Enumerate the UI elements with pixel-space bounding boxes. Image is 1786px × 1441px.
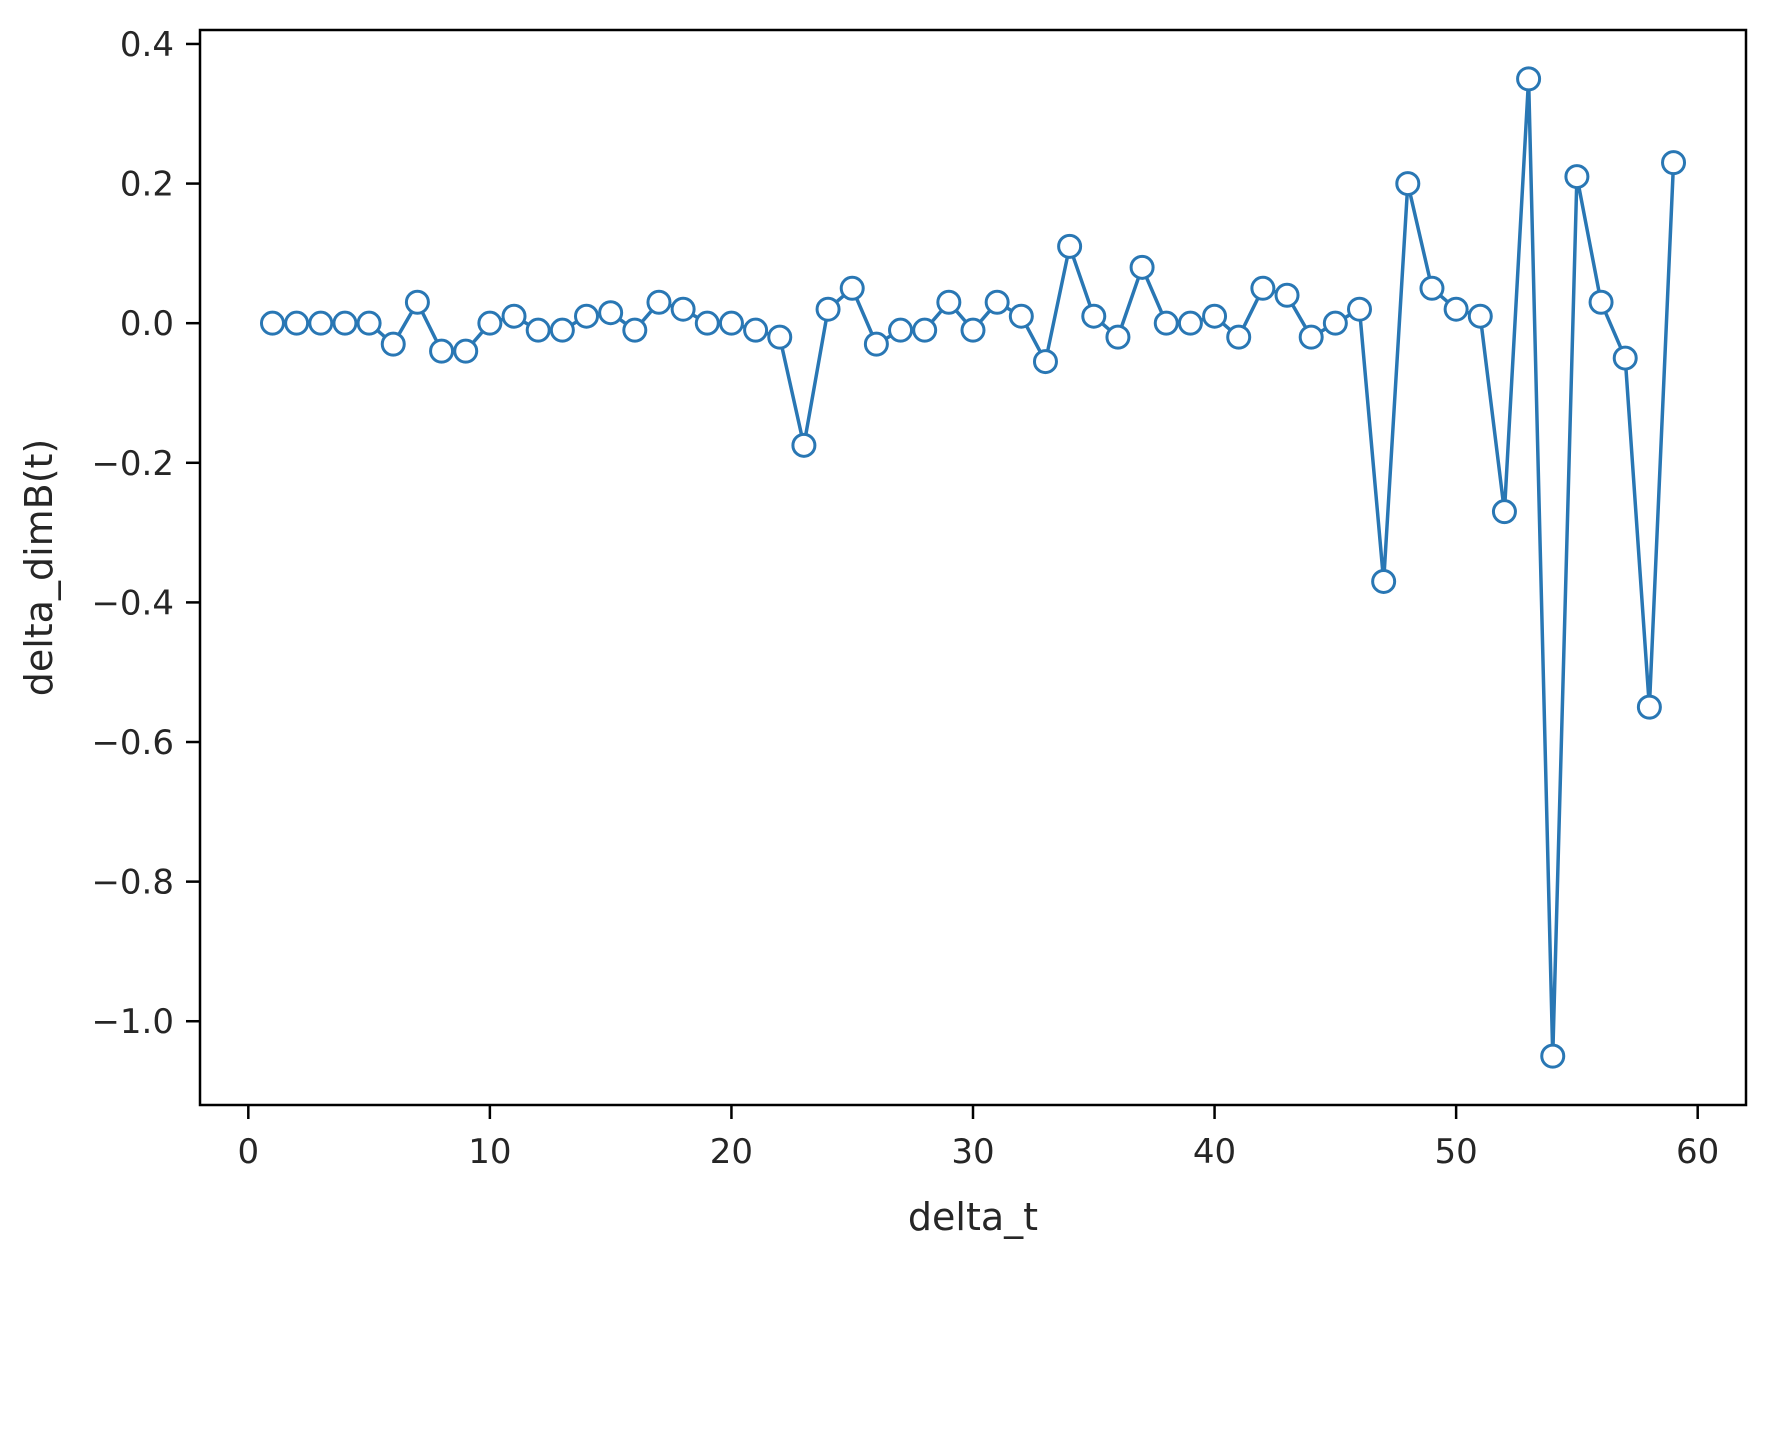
data-point-marker <box>1371 568 1397 594</box>
data-point-marker <box>1347 296 1372 322</box>
y-tick-label: −0.8 <box>91 863 174 903</box>
data-point-marker <box>863 331 889 357</box>
data-point-marker <box>743 317 769 343</box>
data-point-marker <box>888 317 914 343</box>
data-point-marker <box>525 317 551 343</box>
data-point-marker <box>1322 310 1348 336</box>
data-point-marker <box>501 303 527 329</box>
data-point-marker <box>1105 324 1131 350</box>
data-point-marker <box>1153 310 1179 336</box>
data-point-marker <box>1467 303 1493 329</box>
x-tick-label: 10 <box>468 1132 511 1172</box>
data-point-marker <box>453 338 479 364</box>
data-point-marker <box>1298 324 1324 350</box>
data-point-marker <box>1008 303 1034 329</box>
data-point-marker <box>1250 275 1276 301</box>
data-point-marker <box>1057 233 1083 259</box>
data-point-marker <box>694 310 720 336</box>
data-point-marker <box>767 324 793 350</box>
data-point-marker <box>718 310 744 336</box>
x-tick-label: 0 <box>237 1132 259 1172</box>
data-point-marker <box>549 317 575 343</box>
data-point-marker <box>1177 310 1203 336</box>
x-tick-label: 40 <box>1193 1132 1236 1172</box>
data-point-marker <box>1395 171 1421 197</box>
data-point-marker <box>259 310 285 336</box>
data-point-marker <box>1491 499 1517 525</box>
y-tick-label: 0.0 <box>120 304 174 344</box>
x-tick-label: 60 <box>1676 1132 1719 1172</box>
data-point-marker <box>1226 324 1252 350</box>
data-point-marker <box>622 317 648 343</box>
data-point-marker <box>1129 254 1155 280</box>
data-point-marker <box>1443 296 1469 322</box>
data-point-marker <box>912 317 938 343</box>
data-series <box>259 66 1687 1069</box>
data-point-marker <box>815 296 841 322</box>
data-point-marker <box>839 275 865 301</box>
data-point-marker <box>308 310 334 336</box>
data-point-marker <box>1274 282 1300 308</box>
data-point-marker <box>1540 1043 1566 1069</box>
data-point-marker <box>1564 164 1590 190</box>
y-axis-label: delta_dimB(t) <box>17 439 61 697</box>
x-tick-label: 50 <box>1434 1132 1477 1172</box>
data-point-marker <box>791 432 817 458</box>
data-point-marker <box>646 289 672 315</box>
data-point-marker <box>429 338 455 364</box>
data-point-marker <box>332 310 358 336</box>
data-point-marker <box>1661 150 1687 176</box>
data-point-marker <box>1419 275 1445 301</box>
y-tick-label: −0.2 <box>91 444 174 484</box>
data-point-marker <box>574 303 599 329</box>
data-point-marker <box>960 317 986 343</box>
data-point-marker <box>670 296 696 322</box>
y-tick-label: −1.0 <box>91 1002 174 1042</box>
data-point-marker <box>1516 66 1542 92</box>
data-point-marker <box>598 300 624 326</box>
y-tick-label: −0.4 <box>91 583 174 623</box>
plot-frame <box>198 28 1748 1107</box>
x-tick-label: 20 <box>710 1132 753 1172</box>
data-point-marker <box>1032 349 1058 375</box>
data-point-marker <box>1636 694 1662 720</box>
x-axis-label: delta_t <box>908 1195 1038 1239</box>
data-point-marker <box>1588 289 1614 315</box>
data-point-marker <box>477 310 503 336</box>
data-point-marker <box>356 310 382 336</box>
axes: 0 10 20 30 40 50 60 0.4 0.2 0.0 −0.2 −0.4 −0.6 −0.8 −1… <box>91 25 1748 1172</box>
data-point-marker <box>936 289 962 315</box>
series-line <box>270 77 1676 1058</box>
data-point-marker <box>284 310 310 336</box>
x-tick-label: 30 <box>951 1132 994 1172</box>
y-tick-label: 0.4 <box>120 25 174 65</box>
data-point-marker <box>1081 303 1107 329</box>
data-point-marker <box>1612 345 1638 371</box>
y-tick-label: 0.2 <box>120 165 174 205</box>
data-point-marker <box>984 289 1010 315</box>
data-point-marker <box>380 331 406 357</box>
data-point-marker <box>404 289 430 315</box>
y-tick-label: −0.6 <box>91 723 174 763</box>
data-point-marker <box>1202 303 1228 329</box>
